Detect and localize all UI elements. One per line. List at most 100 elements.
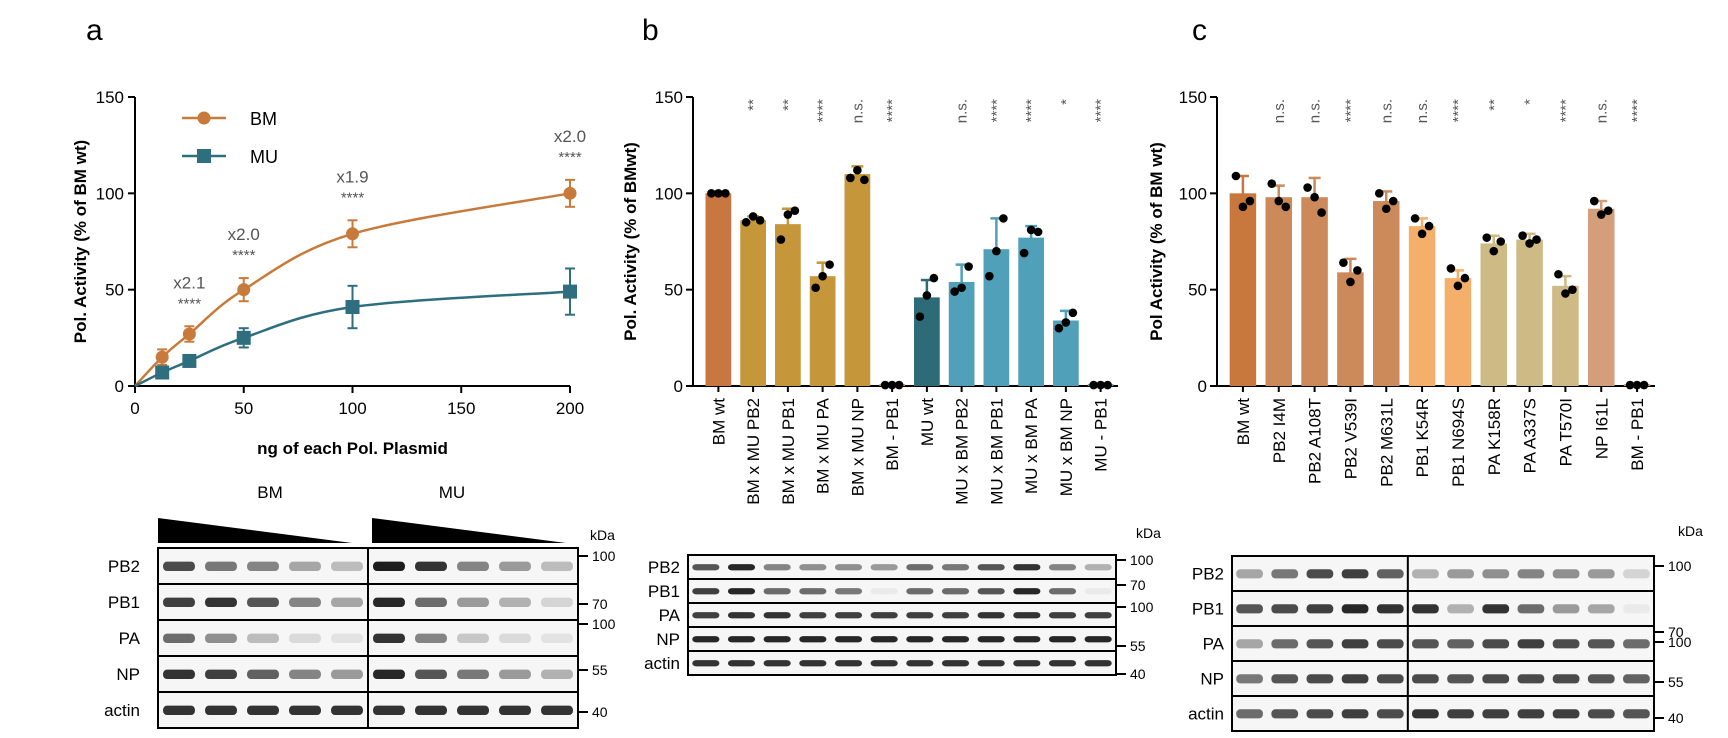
blot-group-label: BM <box>257 483 283 502</box>
replicate-point <box>714 189 723 198</box>
replicate-point <box>1303 183 1312 192</box>
kda-header: kDa <box>590 527 615 543</box>
significance-label: **** <box>558 149 582 166</box>
protein-band <box>541 705 573 716</box>
protein-band <box>1623 709 1650 719</box>
protein-band <box>834 612 863 619</box>
replicate-point <box>1019 248 1029 258</box>
y-axis-label: Pol. Activity (% of BMwt) <box>621 142 640 341</box>
blot-row-label: PA <box>119 629 141 648</box>
protein-band <box>331 705 363 716</box>
protein-band <box>1517 569 1545 579</box>
protein-band <box>727 564 756 571</box>
concentration-wedge <box>372 518 566 543</box>
protein-band <box>247 633 279 644</box>
protein-band <box>541 633 573 644</box>
y-tick-label: 0 <box>115 377 124 396</box>
protein-band <box>1306 709 1334 719</box>
replicate-point <box>1446 264 1456 273</box>
protein-band <box>1376 639 1404 649</box>
kda-marker-label: 40 <box>1668 710 1684 726</box>
protein-band <box>1412 604 1439 614</box>
protein-band <box>977 612 1005 619</box>
replicate-point <box>950 287 959 296</box>
kda-marker-label: 40 <box>1130 666 1146 682</box>
legend-label-mu: MU <box>250 147 278 167</box>
protein-band <box>1412 569 1439 579</box>
bar-chart-c: 0 50 100 150 Pol Activity (% of BM wt) BM wt P… <box>1147 88 1655 487</box>
replicate-point <box>1525 239 1534 248</box>
protein-band <box>1306 604 1334 614</box>
protein-band <box>289 561 321 572</box>
protein-band <box>1587 569 1615 579</box>
protein-band <box>763 636 791 643</box>
data-point-mu <box>236 330 251 345</box>
protein-band <box>1271 604 1299 614</box>
blot-row-frame <box>1231 625 1655 662</box>
protein-band <box>834 636 863 643</box>
replicate-point <box>1568 285 1577 294</box>
y-axis-label: Pol Activity (% of BM wt) <box>1147 142 1166 341</box>
blot-row-label: PB1 <box>108 593 140 612</box>
protein-band <box>163 597 195 608</box>
replicate-point <box>1310 192 1319 202</box>
x-tick-label: 0 <box>130 399 139 418</box>
replicate-point <box>1103 380 1112 390</box>
replicate-point <box>755 216 765 225</box>
panel-letter-a: a <box>86 14 103 47</box>
bar <box>1408 226 1436 386</box>
replicate-point <box>1068 308 1078 318</box>
line-chart-a: 0 50 100 150 0 50 100 150 200 ng of each Pol. Pla… <box>71 88 586 458</box>
replicate-point <box>999 214 1008 223</box>
protein-band <box>692 588 720 595</box>
kda-marker-label: 55 <box>592 662 608 678</box>
y-tick-label: 100 <box>1179 184 1207 203</box>
protein-band <box>457 597 489 608</box>
kda-marker-label: 100 <box>1668 634 1692 650</box>
protein-band <box>289 705 321 716</box>
category-label: BM wt <box>1234 398 1253 446</box>
protein-band <box>1271 674 1299 684</box>
protein-band <box>692 636 720 643</box>
protein-band <box>499 705 531 716</box>
category-label: MU x BM PA <box>1022 397 1041 494</box>
y-tick-label: 50 <box>664 281 683 300</box>
data-point-mu <box>345 300 360 315</box>
replicate-point <box>1453 281 1463 291</box>
replicate-point <box>1554 269 1563 279</box>
data-point-bm <box>155 350 169 364</box>
western-blot-b: PB2 PB1 PA NP actin kDa 100 70 100 55 40 <box>644 525 1161 682</box>
protein-band <box>331 633 363 644</box>
protein-band <box>727 588 756 595</box>
bar <box>1301 197 1328 386</box>
protein-band <box>1013 588 1041 595</box>
y-tick-label: 50 <box>1188 281 1207 300</box>
protein-band <box>1306 639 1334 649</box>
bar <box>844 174 871 386</box>
protein-band <box>499 633 531 644</box>
bar <box>1480 243 1508 386</box>
significance-label: n.s. <box>1378 99 1395 123</box>
replicate-point <box>1281 202 1291 212</box>
protein-band <box>799 612 827 619</box>
protein-band <box>692 564 720 571</box>
blot-row-frame <box>1231 695 1655 732</box>
protein-band <box>163 561 195 572</box>
protein-band <box>799 564 827 571</box>
protein-band <box>1341 604 1369 614</box>
blot-row-label: actin <box>1188 705 1224 724</box>
blot-row-label: PB2 <box>648 558 680 577</box>
protein-band <box>941 612 970 619</box>
protein-band <box>1587 709 1615 719</box>
y-tick-label: 150 <box>655 88 683 107</box>
replicate-point <box>790 206 800 215</box>
protein-band <box>1447 569 1474 579</box>
significance-label: **** <box>1093 99 1110 123</box>
protein-band <box>1013 636 1041 643</box>
blot-row-label: PA <box>659 606 681 625</box>
category-label: BM x MU PB2 <box>744 398 763 505</box>
protein-band <box>289 597 321 608</box>
category-label: MU wt <box>918 398 937 446</box>
western-blot-a: BM MU PB2 PB1 PA NP actin kDa 100 70 100 55 40 <box>104 483 616 729</box>
